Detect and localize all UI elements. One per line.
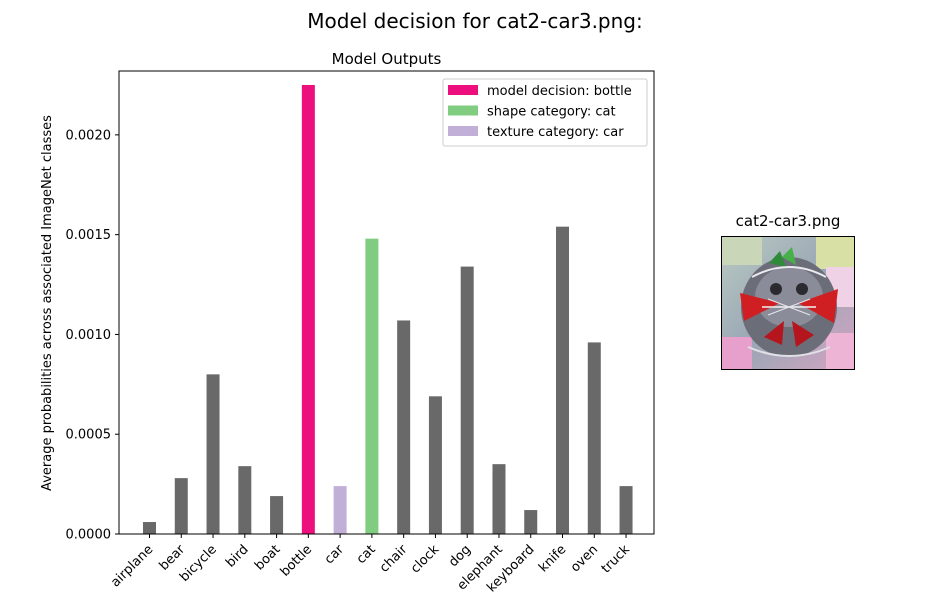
bar-boat bbox=[270, 496, 284, 534]
legend-label: texture category: car bbox=[487, 125, 624, 140]
x-tick-label-clock: clock bbox=[408, 542, 443, 577]
bar-airplane bbox=[143, 522, 156, 534]
x-tick-label-chair: chair bbox=[377, 542, 411, 576]
x-tick-label-truck: truck bbox=[599, 542, 634, 577]
legend-frame bbox=[442, 78, 648, 147]
bar-chair bbox=[397, 320, 411, 534]
bar-bird bbox=[238, 466, 252, 534]
bar-knife bbox=[556, 226, 570, 534]
bar-dog bbox=[460, 266, 474, 534]
y-tick-label: 0.0020 bbox=[66, 128, 112, 143]
x-tick-label-bird: bird bbox=[223, 542, 251, 570]
bar-elephant bbox=[492, 464, 506, 534]
x-tick-label-bottle: bottle bbox=[278, 542, 315, 579]
legend-swatch bbox=[448, 126, 478, 136]
bar-bear bbox=[174, 478, 188, 534]
x-tick-label-dog: dog bbox=[446, 542, 474, 570]
legend-label: model decision: bottle bbox=[487, 84, 632, 99]
plot-frame bbox=[118, 70, 655, 535]
bar-keyboard bbox=[524, 510, 538, 534]
image-title: cat2-car3.png bbox=[735, 212, 841, 230]
stimulus-image-graphic bbox=[722, 237, 854, 369]
legend-swatch bbox=[448, 85, 478, 95]
x-tick-label-airplane: airplane bbox=[108, 542, 156, 590]
x-tick-label-oven: oven bbox=[568, 542, 601, 575]
y-axis-label: Average probabilities across associated … bbox=[40, 115, 55, 491]
x-tick-label-knife: knife bbox=[536, 542, 569, 575]
stimulus-image bbox=[721, 236, 855, 370]
bar-bottle bbox=[301, 84, 315, 534]
x-tick-label-cat: cat bbox=[354, 542, 379, 567]
legend-label: shape category: cat bbox=[487, 105, 616, 120]
chart-title: Model Outputs bbox=[332, 50, 442, 68]
bar-clock bbox=[428, 396, 442, 534]
y-tick-label: 0.0015 bbox=[66, 228, 112, 243]
figure-suptitle: Model decision for cat2-car3.png: bbox=[307, 9, 643, 33]
legend-swatch bbox=[448, 105, 478, 116]
bar-truck bbox=[619, 486, 633, 534]
bar-cat bbox=[365, 238, 379, 534]
legend: model decision: bottle shape category: ca… bbox=[442, 78, 648, 147]
y-tick-label: 0.0005 bbox=[66, 428, 112, 443]
bar-car bbox=[333, 486, 347, 534]
x-tick-label-car: car bbox=[322, 542, 348, 568]
bar-oven bbox=[587, 342, 601, 534]
bar-bicycle bbox=[206, 374, 220, 534]
y-tick-label: 0.0000 bbox=[66, 528, 112, 543]
y-tick-label: 0.0010 bbox=[66, 328, 112, 343]
